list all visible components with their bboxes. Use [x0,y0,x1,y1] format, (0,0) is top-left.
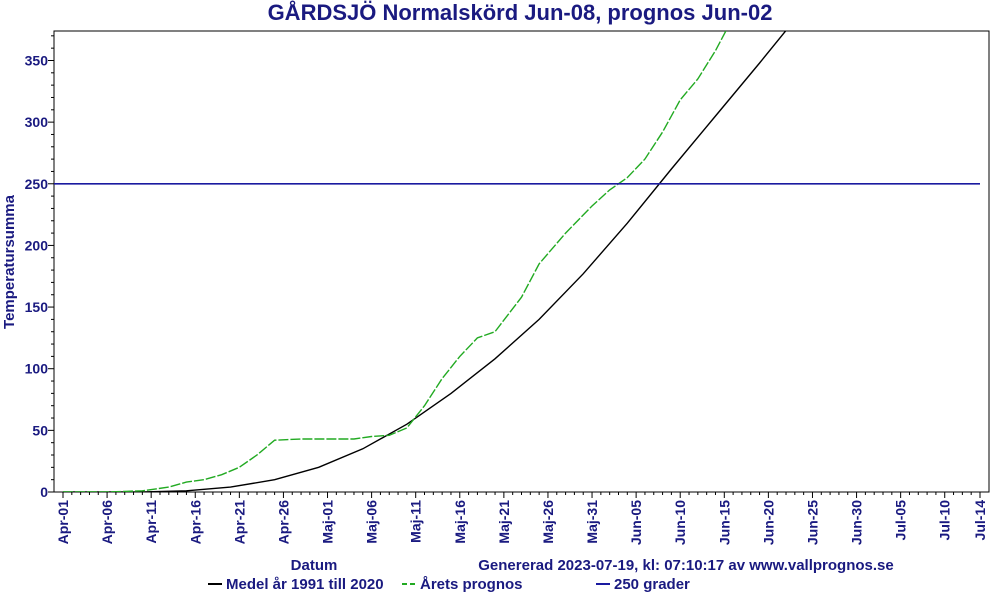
x-tick-label: Jun-15 [716,500,732,545]
legend-label: Medel år 1991 till 2020 [226,576,384,593]
x-tick-label: Maj-16 [452,500,468,544]
x-tick-label: Maj-21 [496,500,512,544]
x-tick-label: Maj-01 [320,500,336,544]
x-tick-label: Maj-06 [364,500,380,544]
x-tick-label: Maj-31 [584,500,600,544]
series-line-2 [63,31,727,492]
x-tick-label: Maj-11 [408,500,424,543]
plot-area [54,31,980,492]
y-tick-label: 350 [25,52,49,68]
x-tick-label: Jun-10 [672,500,688,545]
legend-label: 250 grader [614,576,690,593]
x-tick-label: Jun-20 [760,500,776,545]
y-tick-label: 100 [25,361,49,377]
series-line-1 [63,31,787,492]
x-tick-label: Jul-14 [972,500,988,541]
x-tick-label: Jun-25 [804,500,820,545]
x-axis-label: Datum [291,557,338,574]
x-tick-label: Apr-16 [187,500,203,545]
y-tick-label: 250 [25,176,49,192]
y-tick-label: 300 [25,114,49,130]
x-tick-label: Apr-01 [55,500,71,545]
x-tick-label: Apr-06 [99,500,115,545]
y-tick-label: 0 [40,484,48,500]
y-tick-label: 150 [25,299,49,315]
y-axis-label: Temperatursumma [1,194,18,329]
plot-frame [53,30,990,493]
legend-label: Årets prognos [420,576,523,593]
chart-title: GÅRDSJÖ Normalskörd Jun-08, prognos Jun-… [268,0,773,25]
y-tick-label: 200 [25,237,49,253]
x-tick-label: Apr-21 [231,500,247,545]
x-tick-label: Apr-26 [275,500,291,545]
x-tick-label: Jun-30 [849,500,865,545]
legend: Medel år 1991 till 2020 Årets prognos 250 … [208,576,690,593]
footer-text: Genererad 2023-07-19, kl: 07:10:17 av ww… [478,557,893,574]
x-tick-label: Jul-10 [937,500,953,541]
y-tick-label: 50 [32,422,48,438]
y-axis: 0 50 100 150 200 250 300 350 [25,35,54,500]
x-tick-label: Jul-05 [893,500,909,541]
x-tick-label: Apr-11 [143,500,159,544]
x-tick-label: Maj-26 [540,500,556,544]
x-axis: Apr-01 Apr-06 Apr-11 Apr-16 Apr-21 Apr-26 Maj-… [55,492,988,545]
x-tick-label: Jun-05 [628,500,644,545]
